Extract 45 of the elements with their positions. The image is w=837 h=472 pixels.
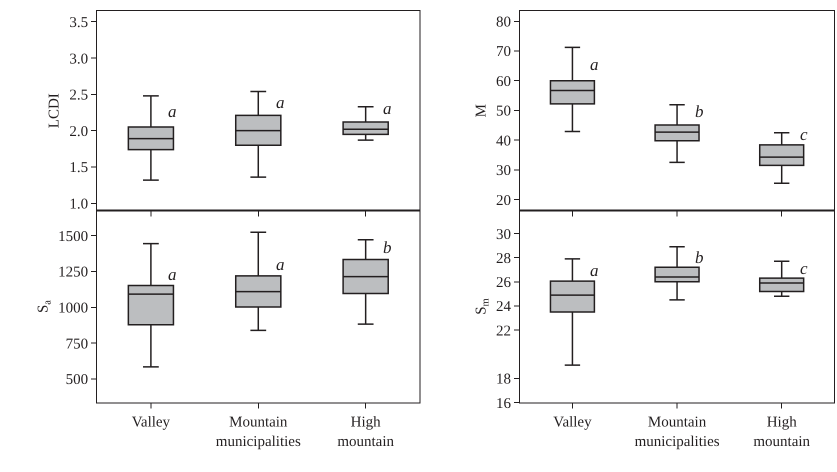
y-tick-label: 20 [496,192,512,209]
y-tick-label: 750 [66,336,88,352]
annotation: a [383,99,392,118]
y-tick-label: 22 [496,323,512,340]
y-tick-label: 60 [496,74,512,90]
annotation: a [590,261,598,280]
y-tick-label: 1.0 [69,196,88,213]
y-tick-label: 16 [496,396,512,412]
y-tick-label: 26 [496,275,512,292]
x-tick-label: High mountain [337,414,394,450]
annotation: c [800,125,808,144]
y-tick-label: 1000 [58,300,88,317]
annotation: b [695,248,704,267]
y-tick-label: 1250 [58,264,88,281]
annotation: b [695,102,704,121]
y-tick-label: 1500 [58,228,88,245]
annotation: b [383,238,392,257]
y-tick-label: 3.5 [69,14,88,31]
annotation: a [590,55,598,74]
y-tick-label: 70 [496,44,512,60]
y-tick-label: 30 [496,226,512,243]
y-tick-label: 30 [496,163,512,180]
y-tick-label: 28 [496,250,512,267]
y-tick-label: 2.0 [69,124,88,140]
y-axis-title: LCDI [46,93,63,128]
y-tick-label: 18 [496,372,512,388]
x-tick-label: Mountain municipalities [634,414,720,450]
y-tick-label: 2.5 [69,88,88,104]
annotation: a [276,255,284,274]
y-axis-title: M [473,104,490,118]
y-tick-label: 3.0 [69,51,88,68]
y-tick-label: 50 [496,104,512,120]
annotation: a [276,93,284,112]
y-tick-label: 80 [496,14,512,31]
y-tick-label: 40 [496,133,512,150]
x-tick-label: Mountain municipalities [216,414,301,450]
y-tick-label: 500 [66,372,88,388]
y-tick-label: 24 [496,299,512,316]
x-tick-label: High mountain [753,414,811,450]
annotation: a [168,102,176,121]
y-tick-label: 1.5 [69,160,88,176]
x-tick-label: Valley [553,414,592,431]
annotation: c [800,259,808,278]
annotation: a [168,265,176,284]
x-tick-label: Valley [132,414,171,431]
